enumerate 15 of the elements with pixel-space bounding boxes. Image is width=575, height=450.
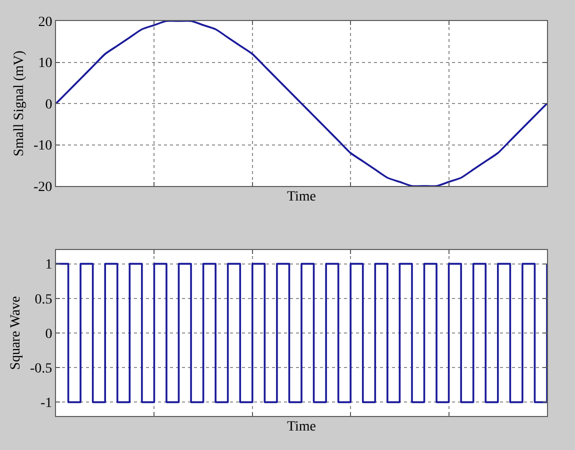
y-tick-label: -20 [34, 180, 52, 195]
y-tick-label: 1 [45, 258, 52, 273]
y-tick-label: 0.5 [34, 292, 52, 308]
y-tick-label: -1 [40, 396, 52, 412]
y-tick-label: 10 [38, 56, 52, 72]
line-series [56, 21, 547, 186]
y-tick-label: -0.5 [30, 361, 52, 376]
y-axis-title: Small Signal (mV) [12, 50, 28, 156]
y-tick-label: 20 [38, 14, 52, 30]
y-tick-label: 0 [45, 97, 52, 112]
y-tick-label: 0 [45, 326, 52, 342]
y-tick-label: -10 [34, 138, 52, 154]
x-axis-title: Time [286, 419, 316, 434]
y-axis-title: Square Wave [8, 296, 24, 370]
x-axis-title: Time [286, 189, 316, 204]
